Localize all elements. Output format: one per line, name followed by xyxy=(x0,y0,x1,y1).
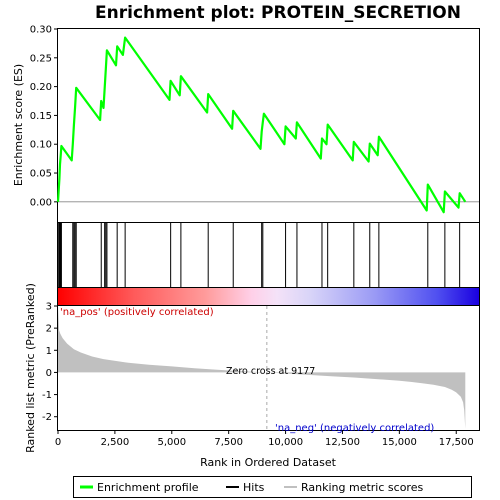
legend-frame xyxy=(73,476,472,498)
es-y-tick-label: 0.05 xyxy=(30,169,52,180)
x-tick-label: 5,000 xyxy=(157,437,186,448)
zero-cross-label: Zero cross at 9177 xyxy=(226,366,315,377)
hits-group xyxy=(58,223,461,287)
hits-panel-frame xyxy=(57,222,480,288)
x-axis-label: Rank in Ordered Dataset xyxy=(200,456,337,469)
ranking-metric-area xyxy=(58,306,466,429)
es-y-tick-label: 0.20 xyxy=(30,82,52,93)
legend-entry-hits: Hits xyxy=(243,481,265,494)
metric-y-axis-label: Ranked list metric (PreRanked) xyxy=(24,283,37,453)
es-panel: 0.00 0.05 0.10 0.15 0.20 0.25 0.30 Enrichment … xyxy=(12,25,480,223)
x-tick-label: 7,500 xyxy=(214,437,243,448)
legend-entry-enrichment: Enrichment profile xyxy=(97,481,199,494)
x-tick-label: 0 xyxy=(55,437,61,448)
metric-panel: -2 -1 0 1 2 3 0 2,500 5,000 7,500 10,000 12,500 15,… xyxy=(24,283,480,469)
x-tick-label: 12,500 xyxy=(325,437,360,448)
es-y-axis: 0.00 0.05 0.10 0.15 0.20 0.25 0.30 xyxy=(30,25,58,208)
es-y-axis-label: Enrichment score (ES) xyxy=(12,64,25,186)
enrichment-profile-line xyxy=(56,36,467,214)
metric-y-tick-label: 3 xyxy=(46,302,52,313)
metric-y-tick-label: 1 xyxy=(46,346,52,357)
es-y-tick-label: 0.00 xyxy=(30,197,52,208)
es-y-tick-label: 0.30 xyxy=(30,25,52,36)
metric-y-axis: -2 -1 0 1 2 3 xyxy=(42,302,58,423)
metric-y-tick-label: 0 xyxy=(46,368,52,379)
metric-y-tick-label: 2 xyxy=(46,324,52,335)
rank-color-bar xyxy=(58,288,479,305)
es-panel-frame xyxy=(57,28,480,223)
hits-panel xyxy=(57,222,480,288)
es-y-tick-label: 0.10 xyxy=(30,140,52,151)
x-tick-label: 2,500 xyxy=(101,437,130,448)
x-tick-label: 17,500 xyxy=(439,437,474,448)
negative-correlation-label: 'na_neg' (negatively correlated) xyxy=(275,423,434,434)
es-y-tick-label: 0.15 xyxy=(30,111,52,122)
x-tick-label: 15,000 xyxy=(382,437,417,448)
legend-entry-ranking: Ranking metric scores xyxy=(301,481,423,494)
legend: Enrichment profile Hits Ranking metric s… xyxy=(73,476,472,498)
metric-y-tick-label: -2 xyxy=(42,412,52,423)
es-y-tick-label: 0.25 xyxy=(30,53,52,64)
x-tick-label: 10,000 xyxy=(268,437,303,448)
metric-x-axis: 0 2,500 5,000 7,500 10,000 12,500 15,000 17,500 xyxy=(55,430,474,448)
chart-title: Enrichment plot: PROTEIN_SECRETION xyxy=(95,3,461,23)
positive-correlation-label: 'na_pos' (positively correlated) xyxy=(60,307,214,318)
metric-y-tick-label: -1 xyxy=(42,390,52,401)
